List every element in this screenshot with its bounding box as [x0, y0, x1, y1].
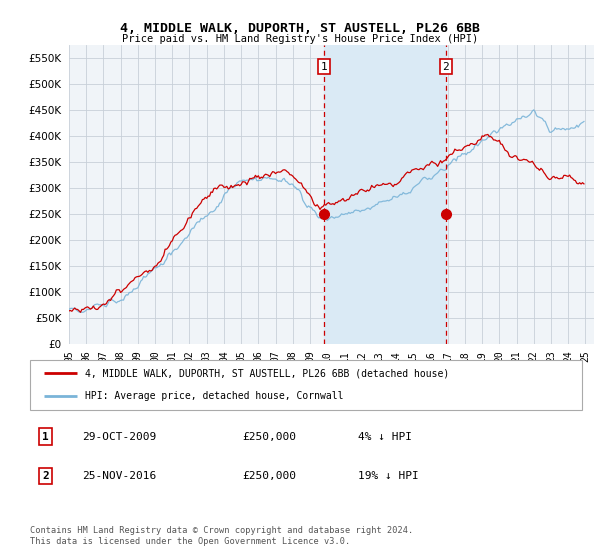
Text: Price paid vs. HM Land Registry's House Price Index (HPI): Price paid vs. HM Land Registry's House …: [122, 34, 478, 44]
Text: 1: 1: [42, 432, 49, 441]
Text: Contains HM Land Registry data © Crown copyright and database right 2024.
This d: Contains HM Land Registry data © Crown c…: [30, 526, 413, 546]
Text: 19% ↓ HPI: 19% ↓ HPI: [358, 472, 419, 482]
Text: 29-OCT-2009: 29-OCT-2009: [82, 432, 157, 441]
Text: 4% ↓ HPI: 4% ↓ HPI: [358, 432, 412, 441]
Text: HPI: Average price, detached house, Cornwall: HPI: Average price, detached house, Corn…: [85, 391, 344, 401]
Text: 4, MIDDLE WALK, DUPORTH, ST AUSTELL, PL26 6BB: 4, MIDDLE WALK, DUPORTH, ST AUSTELL, PL2…: [120, 22, 480, 35]
Text: £250,000: £250,000: [242, 472, 296, 482]
Text: 2: 2: [42, 472, 49, 482]
Text: 25-NOV-2016: 25-NOV-2016: [82, 472, 157, 482]
Text: 1: 1: [321, 62, 328, 72]
Bar: [324, 45, 446, 344]
Text: £250,000: £250,000: [242, 432, 296, 441]
Text: 2: 2: [443, 62, 449, 72]
FancyBboxPatch shape: [30, 360, 582, 410]
Text: 4, MIDDLE WALK, DUPORTH, ST AUSTELL, PL26 6BB (detached house): 4, MIDDLE WALK, DUPORTH, ST AUSTELL, PL2…: [85, 368, 449, 378]
